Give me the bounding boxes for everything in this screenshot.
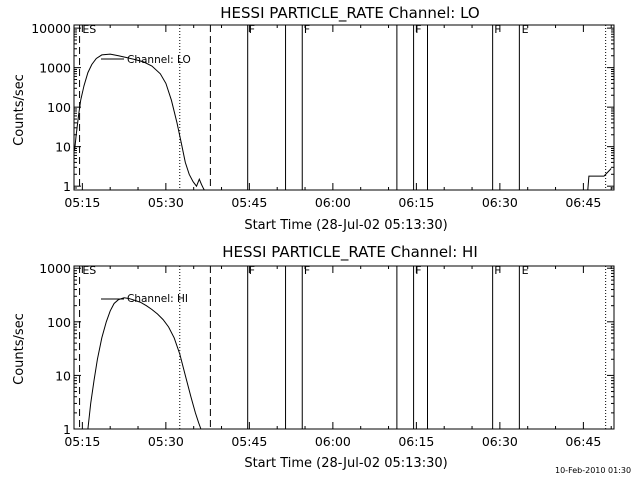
chart-hi-ytick-label: 100 bbox=[47, 315, 71, 330]
footer-timestamp: 10-Feb-2010 01:30 bbox=[555, 466, 632, 475]
chart-hi-xtick-label: 06:00 bbox=[315, 434, 351, 449]
chart-hi-title: HESSI PARTICLE_RATE Channel: HI bbox=[222, 243, 478, 262]
chart-hi-ytick-label: 1000 bbox=[39, 261, 71, 276]
chart-lo-flag-3: F bbox=[415, 23, 421, 36]
chart-hi-xtick-label: 06:45 bbox=[565, 434, 601, 449]
chart-lo-ytick-label: 10 bbox=[55, 140, 71, 155]
chart-lo-xtick-label: 05:15 bbox=[64, 195, 100, 210]
chart-lo-ylabel: Counts/sec bbox=[12, 74, 27, 146]
chart-lo-flag-1: F bbox=[249, 23, 255, 36]
chart-hi-flag-5: E bbox=[522, 264, 529, 277]
chart-lo: HESSI PARTICLE_RATE Channel: LO Start Ti… bbox=[12, 4, 615, 233]
chart-lo-xtick-label: 06:00 bbox=[315, 195, 351, 210]
chart-lo-title: HESSI PARTICLE_RATE Channel: LO bbox=[220, 4, 479, 23]
chart-hi-flags: ES F F F F E bbox=[82, 264, 528, 277]
chart-lo-xtick-label: 05:30 bbox=[148, 195, 184, 210]
chart-hi-event-lines bbox=[79, 266, 607, 429]
chart-lo-series-line-0 bbox=[74, 53, 205, 191]
chart-hi-series bbox=[87, 297, 202, 430]
chart-lo-ytick-label: 1000 bbox=[39, 61, 71, 76]
chart-hi-xtick-label: 05:45 bbox=[231, 434, 267, 449]
chart-hi-xlabel: Start Time (28-Jul-02 05:13:30) bbox=[244, 456, 447, 471]
chart-lo-tick-labels: 05:15 05:30 05:45 06:00 06:15 06:30 06:45 1 10 10… bbox=[31, 21, 601, 210]
chart-lo-ytick-label: 10000 bbox=[31, 21, 71, 36]
chart-hi-ticks bbox=[74, 266, 614, 430]
chart-lo-legend: Channel: LO bbox=[127, 54, 191, 66]
chart-lo-flag-4: F bbox=[494, 23, 500, 36]
chart-lo-xtick-label: 06:30 bbox=[482, 195, 518, 210]
chart-lo-flag-2: F bbox=[304, 23, 310, 36]
chart-hi-legend: Channel: HI bbox=[127, 293, 188, 305]
chart-hi-flag-1: F bbox=[249, 264, 255, 277]
chart-hi-ytick-label: 10 bbox=[55, 368, 71, 383]
chart-lo-series-line-1 bbox=[587, 168, 612, 191]
chart-lo-xtick-label: 06:15 bbox=[398, 195, 434, 210]
chart-hi-xtick-label: 05:30 bbox=[148, 434, 184, 449]
chart-lo-frame bbox=[73, 24, 615, 191]
chart-hi-xtick-label: 06:30 bbox=[482, 434, 518, 449]
chart-lo-ticks bbox=[74, 25, 614, 191]
chart-hi-series-line-0 bbox=[87, 297, 202, 430]
chart-lo-flag-5: E bbox=[522, 23, 529, 36]
chart-hi-flag-4: F bbox=[494, 264, 500, 277]
chart-hi: HESSI PARTICLE_RATE Channel: HI Start Ti… bbox=[12, 243, 615, 471]
chart-lo-xtick-label: 06:45 bbox=[565, 195, 601, 210]
chart-hi-flag-3: F bbox=[415, 264, 421, 277]
chart-hi-ylabel: Counts/sec bbox=[12, 313, 27, 385]
chart-lo-ytick-label: 100 bbox=[47, 100, 71, 115]
chart-hi-xtick-label: 05:15 bbox=[64, 434, 100, 449]
chart-lo-series bbox=[74, 53, 612, 191]
chart-lo-flag-0: ES bbox=[82, 23, 96, 36]
chart-lo-flags: ES F F F F E bbox=[82, 23, 528, 36]
chart-lo-xtick-label: 05:45 bbox=[231, 195, 267, 210]
chart-hi-xtick-label: 06:15 bbox=[398, 434, 434, 449]
chart-hi-ytick-label: 1 bbox=[63, 422, 71, 437]
chart-lo-event-lines bbox=[79, 25, 607, 190]
chart-hi-tick-labels: 05:15 05:30 05:45 06:00 06:15 06:30 06:45 1 10 10… bbox=[39, 261, 601, 449]
chart-hi-frame bbox=[73, 265, 615, 430]
chart-lo-ytick-label: 1 bbox=[63, 179, 71, 194]
chart-hi-flag-2: F bbox=[304, 264, 310, 277]
chart-hi-flag-0: ES bbox=[82, 264, 96, 277]
chart-lo-xlabel: Start Time (28-Jul-02 05:13:30) bbox=[244, 218, 447, 233]
